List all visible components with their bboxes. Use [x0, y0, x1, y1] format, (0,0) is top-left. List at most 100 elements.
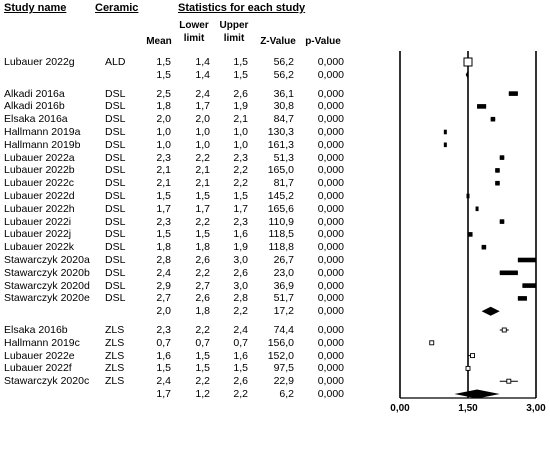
cell-upper: 1,7 [233, 202, 248, 215]
cell-study: Lubauer 2022a [4, 151, 75, 164]
cell-lower: 2,2 [195, 324, 210, 336]
cell-lower: 1,8 [195, 241, 210, 254]
cell-mean: 2,0 [156, 113, 171, 126]
cell-z: 97,5 [273, 362, 294, 375]
cell-upper: 1,9 [233, 241, 248, 254]
cell-z: 130,3 [267, 126, 294, 138]
cell-p: 0,000 [317, 349, 344, 362]
cell-z: 156,0 [267, 336, 294, 349]
study-marker [499, 155, 505, 160]
study-marker [481, 244, 487, 250]
cell-lower: 1,5 [195, 190, 210, 202]
cell-p: 0,000 [317, 279, 344, 292]
cell-study: Stawarczyk 2020b [4, 266, 90, 279]
cell-p: 0,000 [317, 164, 344, 177]
cell-z: 74,4 [273, 324, 294, 336]
study-marker [429, 340, 435, 346]
cell-study: Stawarczyk 2020c [4, 375, 90, 388]
cell-upper: 2,2 [233, 305, 248, 318]
header-lower-1: Lower [179, 20, 209, 31]
cell-mean: 2,4 [156, 375, 171, 388]
cell-lower: 1,8 [195, 305, 210, 318]
cell-p: 0,000 [317, 228, 344, 241]
cell-z: 118,8 [268, 241, 295, 254]
cell-mean: 2,0 [156, 305, 171, 318]
cell-ceramic: DSL [105, 164, 126, 177]
study-marker [501, 327, 507, 333]
header-statistics: Statistics for each study [178, 2, 306, 14]
study-marker [495, 180, 500, 186]
cell-study: Lubauer 2022j [4, 228, 72, 241]
cell-ceramic: ZLS [105, 349, 125, 362]
cell-ceramic: DSL [105, 202, 126, 215]
cell-study: Lubauer 2022i [4, 215, 72, 228]
study-marker [465, 365, 471, 371]
cell-mean: 2,9 [156, 279, 171, 292]
cell-ceramic: ALD [105, 56, 126, 68]
cell-mean: 1,0 [156, 138, 171, 151]
cell-mean: 2,3 [156, 215, 171, 228]
cell-p: 0,000 [317, 138, 344, 151]
header-study-name: Study name [4, 2, 67, 14]
study-marker [499, 270, 518, 276]
cell-upper: 2,4 [233, 324, 248, 336]
cell-ceramic: ZLS [105, 336, 125, 349]
cell-p: 0,000 [317, 113, 344, 126]
cell-lower: 1,5 [195, 349, 210, 362]
study-marker [463, 57, 473, 67]
cell-lower: 2,2 [195, 151, 210, 164]
cell-mean: 1,7 [156, 388, 171, 400]
cell-lower: 1,4 [195, 56, 210, 68]
cell-study: Lubauer 2022b [4, 164, 75, 177]
cell-upper: 2,3 [233, 151, 248, 164]
cell-mean: 1,5 [156, 68, 171, 81]
x-tick-label: 3,00 [526, 403, 546, 414]
study-marker [443, 129, 447, 135]
study-marker [475, 206, 479, 212]
cell-ceramic: DSL [105, 254, 126, 266]
study-marker [443, 142, 447, 148]
cell-upper: 0,7 [233, 336, 248, 349]
cell-ceramic: ZLS [105, 375, 125, 388]
cell-z: 118,5 [268, 228, 295, 241]
study-marker [499, 219, 505, 224]
cell-lower: 2,2 [195, 215, 210, 228]
cell-study: Stawarczyk 2020d [4, 279, 90, 292]
cell-z: 30,8 [273, 100, 294, 113]
cell-lower: 1,2 [195, 388, 210, 400]
cell-upper: 1,0 [233, 138, 248, 151]
cell-z: 110,9 [268, 215, 295, 228]
cell-p: 0,000 [317, 177, 344, 190]
cell-upper: 3,0 [233, 279, 248, 292]
cell-upper: 2,1 [233, 113, 248, 126]
cell-study: Lubauer 2022d [4, 190, 75, 202]
cell-mean: 2,4 [156, 266, 171, 279]
cell-lower: 1,0 [195, 126, 210, 138]
cell-lower: 2,1 [195, 177, 210, 190]
cell-mean: 2,7 [156, 292, 171, 305]
subtotal-diamond [454, 389, 500, 399]
cell-p: 0,000 [317, 100, 344, 113]
cell-ceramic: DSL [105, 279, 126, 292]
cell-ceramic: DSL [105, 177, 126, 190]
header-z-value: Z-Value [260, 36, 296, 47]
cell-z: 81,7 [273, 177, 294, 190]
cell-p: 0,000 [317, 254, 344, 266]
cell-mean: 1,5 [156, 362, 171, 375]
cell-z: 152,0 [267, 349, 294, 362]
cell-lower: 1,5 [195, 228, 210, 241]
cell-study: Hallmann 2019c [4, 336, 80, 349]
cell-upper: 2,6 [233, 266, 248, 279]
study-marker [468, 232, 473, 237]
cell-mean: 2,1 [156, 177, 171, 190]
cell-mean: 1,6 [156, 349, 171, 362]
cell-ceramic: DSL [105, 100, 126, 113]
cell-lower: 0,7 [195, 336, 210, 349]
subtotal-diamond [465, 70, 468, 80]
cell-study: Elsaka 2016a [4, 113, 68, 126]
cell-z: 23,0 [273, 266, 294, 279]
cell-upper: 1,9 [233, 100, 248, 113]
cell-upper: 2,2 [233, 177, 248, 190]
cell-study: Hallmann 2019a [4, 126, 81, 138]
cell-mean: 0,7 [156, 336, 171, 349]
